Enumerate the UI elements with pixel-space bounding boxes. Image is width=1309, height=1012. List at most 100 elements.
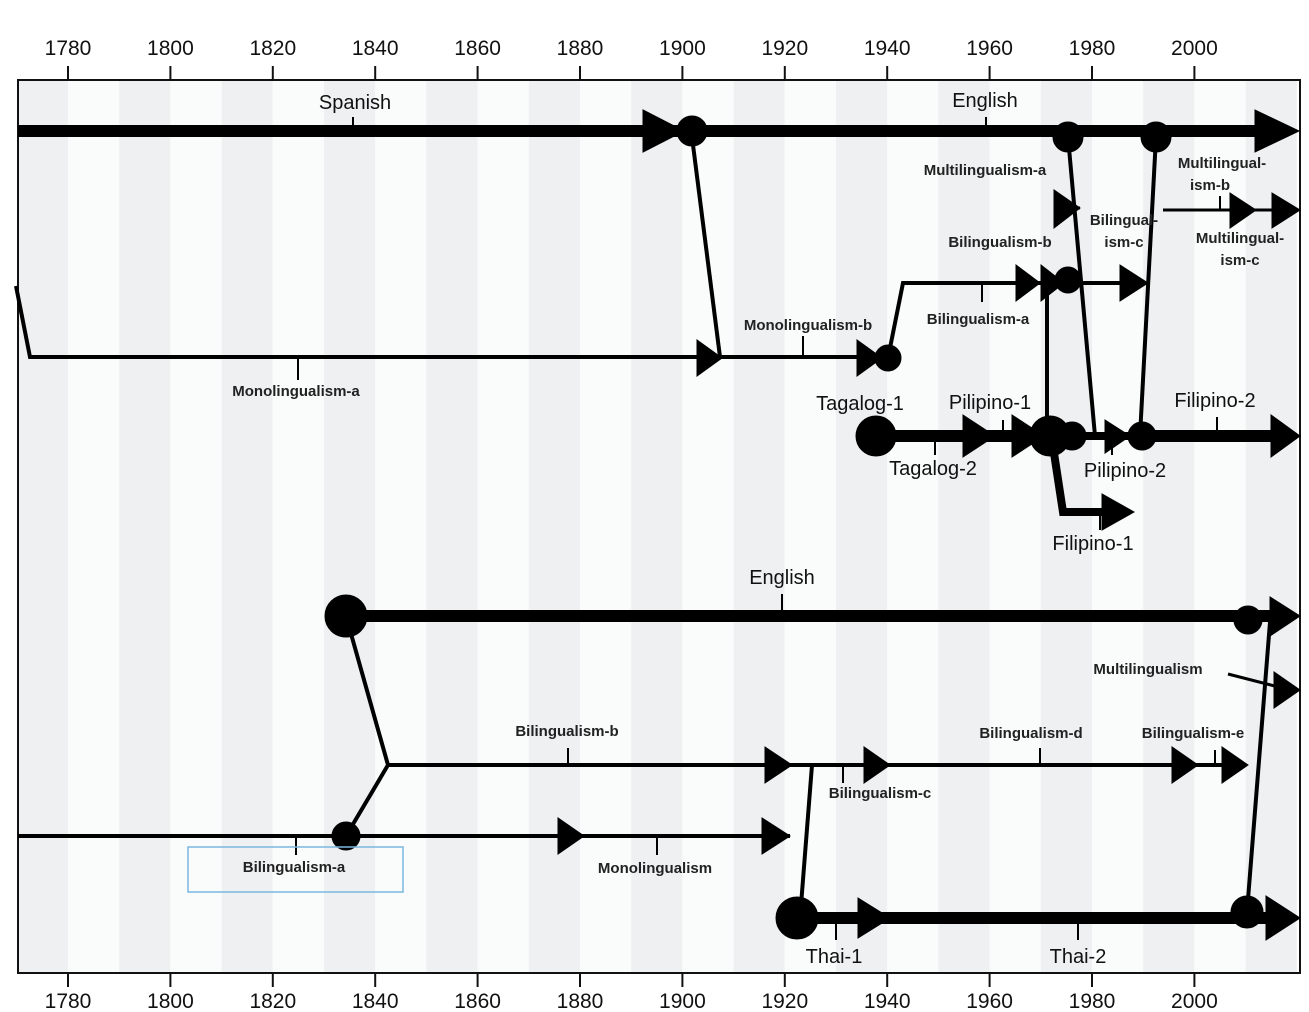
label-bilingualism-a-top: Bilingualism-a	[927, 311, 1030, 328]
english-top-arrowhead	[1254, 109, 1301, 153]
axis-tick-label: 1920	[761, 990, 808, 1012]
decade-stripe	[221, 80, 273, 973]
label-english-top: English	[952, 90, 1018, 112]
node-1975-mid	[1054, 266, 1082, 294]
thai-branch	[798, 764, 814, 919]
label-monolingualism-a: Monolingualism-a	[232, 383, 360, 400]
axis-tick-label: 1780	[45, 990, 92, 1012]
bil-b-bottom-arrowhead	[764, 746, 793, 784]
mono-b-arrowhead	[856, 339, 883, 377]
filipino-1-arrowhead	[1101, 493, 1136, 531]
bil-c-top-arrowhead	[1119, 264, 1149, 302]
label-pilipino-1: Pilipino-1	[949, 392, 1031, 414]
bil-d-arrowhead	[1171, 746, 1199, 784]
label-filipino-2: Filipino-2	[1174, 390, 1255, 412]
monolingualism-a-line	[14, 285, 720, 359]
label-multilingualism: Multilingualism	[1093, 661, 1202, 678]
label-multilingualism-c-1: Multilingual-	[1196, 230, 1284, 247]
axis-bottom: 1780 1800 1820 1840 1860 1880 1900 1920 1940 1960…	[45, 973, 1218, 1012]
axis-tick-label: 1840	[352, 990, 399, 1012]
upper-timeline	[14, 109, 1301, 531]
label-thai-2: Thai-2	[1050, 946, 1107, 968]
axis-tick-label: 2000	[1171, 990, 1218, 1012]
decade-stripe	[170, 80, 222, 973]
label-bilingualism-b-top: Bilingualism-b	[948, 234, 1051, 251]
decade-stripe	[733, 80, 785, 973]
label-multilingualism-a: Multilingualism-a	[924, 162, 1047, 179]
label-monolingualism: Monolingualism	[598, 860, 712, 877]
node-2010-english	[1233, 605, 1263, 635]
tagalog-arrowhead	[962, 414, 996, 458]
bil-a-arrowhead	[1015, 264, 1041, 302]
pilipino-1-arrowhead	[1011, 414, 1045, 458]
axis-tick-label: 1920	[761, 37, 808, 60]
filipino-2-arrowhead	[1270, 414, 1301, 458]
axis-tick-label: 2000	[1171, 37, 1218, 60]
axis-tick-label: 1880	[557, 37, 604, 60]
lower-timeline	[18, 594, 1301, 941]
labels: Spanish English Multilingualism-a Multil…	[232, 90, 1284, 968]
node-1834-bil	[331, 821, 361, 851]
axis-tick-label: 1800	[147, 990, 194, 1012]
multilingualism-a-branch	[1066, 136, 1097, 437]
axis-tick-label: 1960	[966, 37, 1013, 60]
label-bilingualism-c-bottom: Bilingualism-c	[829, 785, 932, 802]
label-spanish: Spanish	[319, 92, 391, 114]
decade-stripe	[68, 80, 120, 973]
label-tagalog-2: Tagalog-2	[889, 458, 977, 480]
monolingualism-arrowhead	[761, 817, 791, 855]
thai-1-arrowhead	[857, 897, 891, 939]
decade-stripe	[528, 80, 580, 973]
decade-stripe	[1194, 80, 1246, 973]
axis-tick-label: 1800	[147, 37, 194, 60]
decade-stripe	[580, 80, 632, 973]
decade-stripe	[784, 80, 836, 973]
axis-tick-label: 1880	[557, 990, 604, 1012]
decade-stripes	[18, 80, 1297, 973]
thai-to-english-link	[1245, 621, 1272, 913]
filipino-1-line	[1048, 439, 1110, 516]
bil-b-top-arrowhead	[1053, 189, 1081, 230]
thai-2-arrowhead	[1265, 895, 1301, 941]
decade-stripe	[477, 80, 529, 973]
label-filipino-1: Filipino-1	[1052, 533, 1133, 555]
axis-tick-label: 1980	[1069, 990, 1116, 1012]
label-monolingualism-b: Monolingualism-b	[744, 317, 872, 334]
axis-tick-label: 1900	[659, 37, 706, 60]
diagram-frame	[17, 79, 1301, 974]
axis-tick-label: 1940	[864, 37, 911, 60]
label-multilingualism-b-1: Multilingual-	[1178, 155, 1266, 172]
spanish-arrowhead	[642, 109, 686, 153]
axis-top: 1780 1800 1820 1840 1860 1880 1900 1920 1940 1960…	[45, 37, 1218, 80]
decade-stripe	[1040, 80, 1092, 973]
axis-tick-label: 1860	[454, 37, 501, 60]
axis-tick-label: 1900	[659, 990, 706, 1012]
axis-tick-label: 1820	[249, 37, 296, 60]
label-pilipino-2: Pilipino-2	[1084, 460, 1166, 482]
axis-tick-label: 1860	[454, 990, 501, 1012]
label-bilingualism-b-bottom: Bilingualism-b	[515, 723, 618, 740]
label-bilingualism-c-top-1: Bilingual-	[1090, 212, 1158, 229]
branch-1900	[690, 136, 722, 358]
decade-stripe	[426, 80, 478, 973]
decade-stripe	[272, 80, 324, 973]
bilingualism-a-highlight-box	[187, 846, 404, 893]
decade-stripe	[119, 80, 171, 973]
label-bilingualism-c-top-2: ism-c	[1104, 234, 1143, 251]
axis-tick-label: 1780	[45, 37, 92, 60]
axis-tick-label: 1820	[249, 990, 296, 1012]
label-thai-1: Thai-1	[806, 946, 863, 968]
label-english-bottom: English	[749, 567, 815, 589]
bil-a-bottom-arrowhead	[557, 817, 585, 855]
decade-stripe	[887, 80, 939, 973]
decade-stripe	[682, 80, 734, 973]
label-multilingualism-c-2: ism-c	[1220, 252, 1259, 269]
decade-stripe	[631, 80, 683, 973]
axis-tick-label: 1940	[864, 990, 911, 1012]
multilingualism-b-branch	[1138, 136, 1158, 437]
decade-stripe	[938, 80, 990, 973]
decade-stripe	[375, 80, 427, 973]
bil-c-bottom-arrowhead	[863, 746, 891, 784]
multi-c-arrowhead	[1271, 192, 1301, 229]
